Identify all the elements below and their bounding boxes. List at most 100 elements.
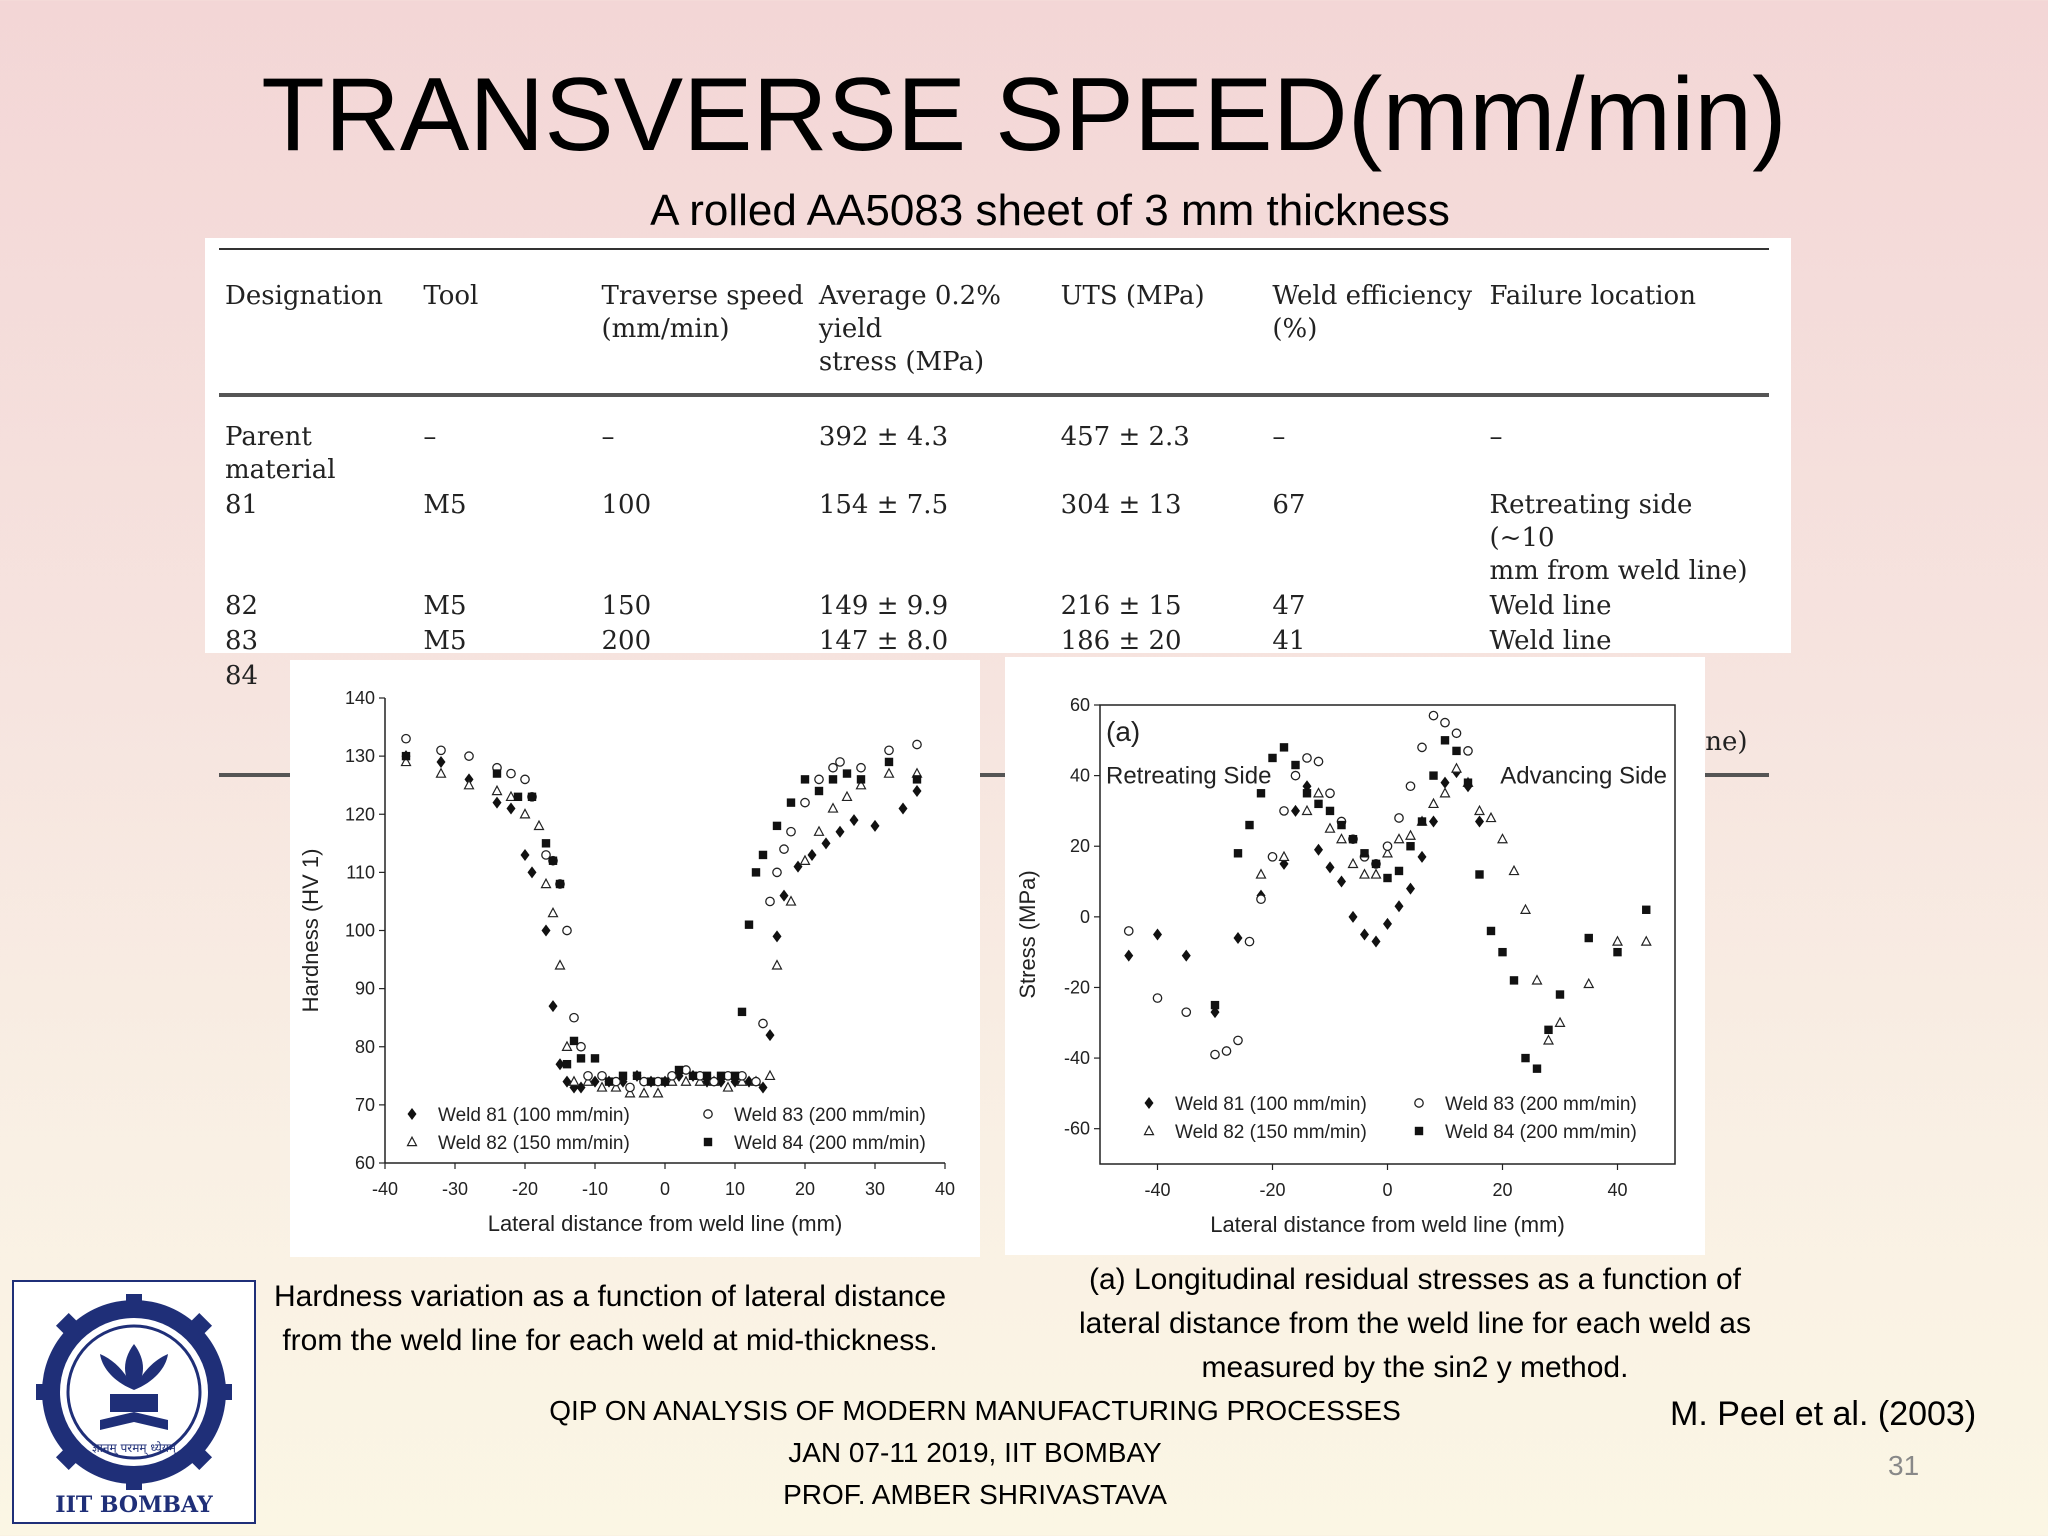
x-tick-label: -40 xyxy=(372,1179,398,1199)
table-cell: 392 ± 4.3 xyxy=(813,395,1055,488)
table-cell-text: – xyxy=(423,422,437,452)
table-cell-text: M5 xyxy=(423,490,467,520)
table-header-row: Designation Tool Traverse speed (mm/min) Ave… xyxy=(219,249,1769,395)
data-point xyxy=(1414,1098,1424,1108)
logo-caption: IIT BOMBAY xyxy=(55,1492,213,1518)
y-tick-label: -40 xyxy=(1064,1048,1090,1068)
data-point xyxy=(800,775,810,784)
data-point xyxy=(1290,770,1301,781)
data-point xyxy=(912,739,922,750)
table-cell: M5 xyxy=(417,488,595,589)
data-point xyxy=(1301,804,1313,816)
data-point xyxy=(856,775,866,784)
data-point xyxy=(827,802,839,813)
table-cell: 84 xyxy=(219,659,417,775)
data-point xyxy=(548,856,558,865)
data-point xyxy=(1611,935,1624,946)
data-point xyxy=(1371,935,1381,948)
data-point xyxy=(1473,804,1486,816)
hardness-chart: -40 -30 -20 -10 0 10 20 30 40 60 70 80 90 100 110 120 13… xyxy=(298,688,955,1236)
data-point xyxy=(730,1071,740,1081)
data-point xyxy=(652,1087,664,1098)
x-tick-label: 40 xyxy=(1607,1180,1627,1200)
data-point xyxy=(1360,928,1369,941)
slide-subtitle: A rolled AA5083 sheet of 3 mm thickness xyxy=(650,186,1450,235)
y-tick-label: -20 xyxy=(1064,977,1090,997)
data-point xyxy=(561,1040,573,1051)
table-cell: – xyxy=(1266,395,1483,488)
data-point xyxy=(1256,789,1266,798)
data-point xyxy=(541,850,551,860)
data-point xyxy=(520,848,530,861)
data-point xyxy=(1428,710,1439,721)
data-point xyxy=(703,1137,713,1147)
table-header-cell: Failure location xyxy=(1484,249,1769,395)
table-cell-text: 150 xyxy=(601,591,652,621)
table-cell-text: 216 ± 15 xyxy=(1060,591,1182,621)
table-cell: 147 ± 8.0 xyxy=(813,624,1055,659)
y-tick-label: 80 xyxy=(355,1037,375,1057)
data-point xyxy=(576,1041,586,1052)
table-row: 81 M5 100 154 ± 7.5 304 ± 13 67 Retreating sid… xyxy=(219,488,1769,589)
data-point xyxy=(1291,804,1300,817)
data-point xyxy=(1358,868,1371,879)
x-tick-label: -30 xyxy=(442,1179,468,1199)
data-point xyxy=(582,1075,594,1086)
data-point xyxy=(1123,926,1134,936)
data-point xyxy=(1405,781,1416,792)
data-point xyxy=(1324,822,1336,833)
data-point xyxy=(674,1065,684,1075)
table-cell: 200 xyxy=(596,624,813,659)
data-point xyxy=(772,930,782,943)
data-point xyxy=(856,762,866,773)
y-tick-label: 20 xyxy=(1070,836,1090,856)
iit-bombay-logo: ज्ञानम् परमम् ध्येयम् IIT BOMBAY xyxy=(12,1280,256,1524)
table-cell-text: Retreating side (~10 xyxy=(1489,490,1693,553)
data-point xyxy=(1406,842,1415,851)
data-point xyxy=(1210,1006,1220,1019)
data-point xyxy=(799,854,811,865)
data-point xyxy=(821,837,831,850)
data-point xyxy=(1486,926,1496,936)
data-point xyxy=(1291,760,1300,770)
data-point xyxy=(406,1135,418,1147)
data-point xyxy=(492,769,502,778)
data-point xyxy=(1256,894,1266,905)
panel-label: (a) xyxy=(1106,716,1140,747)
data-point xyxy=(722,1081,734,1092)
table-header-text: Average 0.2% yield xyxy=(818,281,1001,344)
data-point xyxy=(786,826,796,837)
footer-line: JAN 07-11 2019, IIT BOMBAY xyxy=(788,1437,1162,1468)
stress-caption: (a) Longitudinal residual stresses as a … xyxy=(1010,1258,1820,1390)
data-point xyxy=(1360,849,1369,858)
data-point xyxy=(463,779,475,790)
data-point xyxy=(1414,1126,1424,1136)
data-point xyxy=(1153,928,1162,941)
data-point xyxy=(1347,857,1359,869)
citation: M. Peel et al. (2003) xyxy=(1670,1395,1977,1433)
data-point xyxy=(506,768,516,779)
data-point xyxy=(1429,815,1438,828)
data-point xyxy=(779,844,789,854)
data-point xyxy=(716,1071,726,1081)
data-point xyxy=(1450,762,1463,773)
data-point xyxy=(1312,787,1325,798)
data-point xyxy=(1475,870,1484,879)
data-point xyxy=(764,1069,776,1081)
table-header-cell: Weld efficiency (%) xyxy=(1266,249,1483,395)
table-cell-text: mm from weld line) xyxy=(1489,556,1748,586)
data-point xyxy=(1371,859,1381,869)
data-point xyxy=(624,1087,636,1098)
y-tick-label: 130 xyxy=(345,746,375,766)
data-point xyxy=(828,775,838,784)
table-header-text: (mm/min) xyxy=(601,314,730,344)
data-point xyxy=(562,1059,572,1069)
data-point xyxy=(590,1054,600,1063)
data-point xyxy=(1584,933,1593,943)
data-point xyxy=(1519,903,1532,914)
legend-label: Weld 83 (200 mm/min) xyxy=(734,1105,926,1126)
data-point xyxy=(1348,910,1358,923)
data-point xyxy=(1325,861,1335,874)
table-cell: M5 xyxy=(417,624,595,659)
